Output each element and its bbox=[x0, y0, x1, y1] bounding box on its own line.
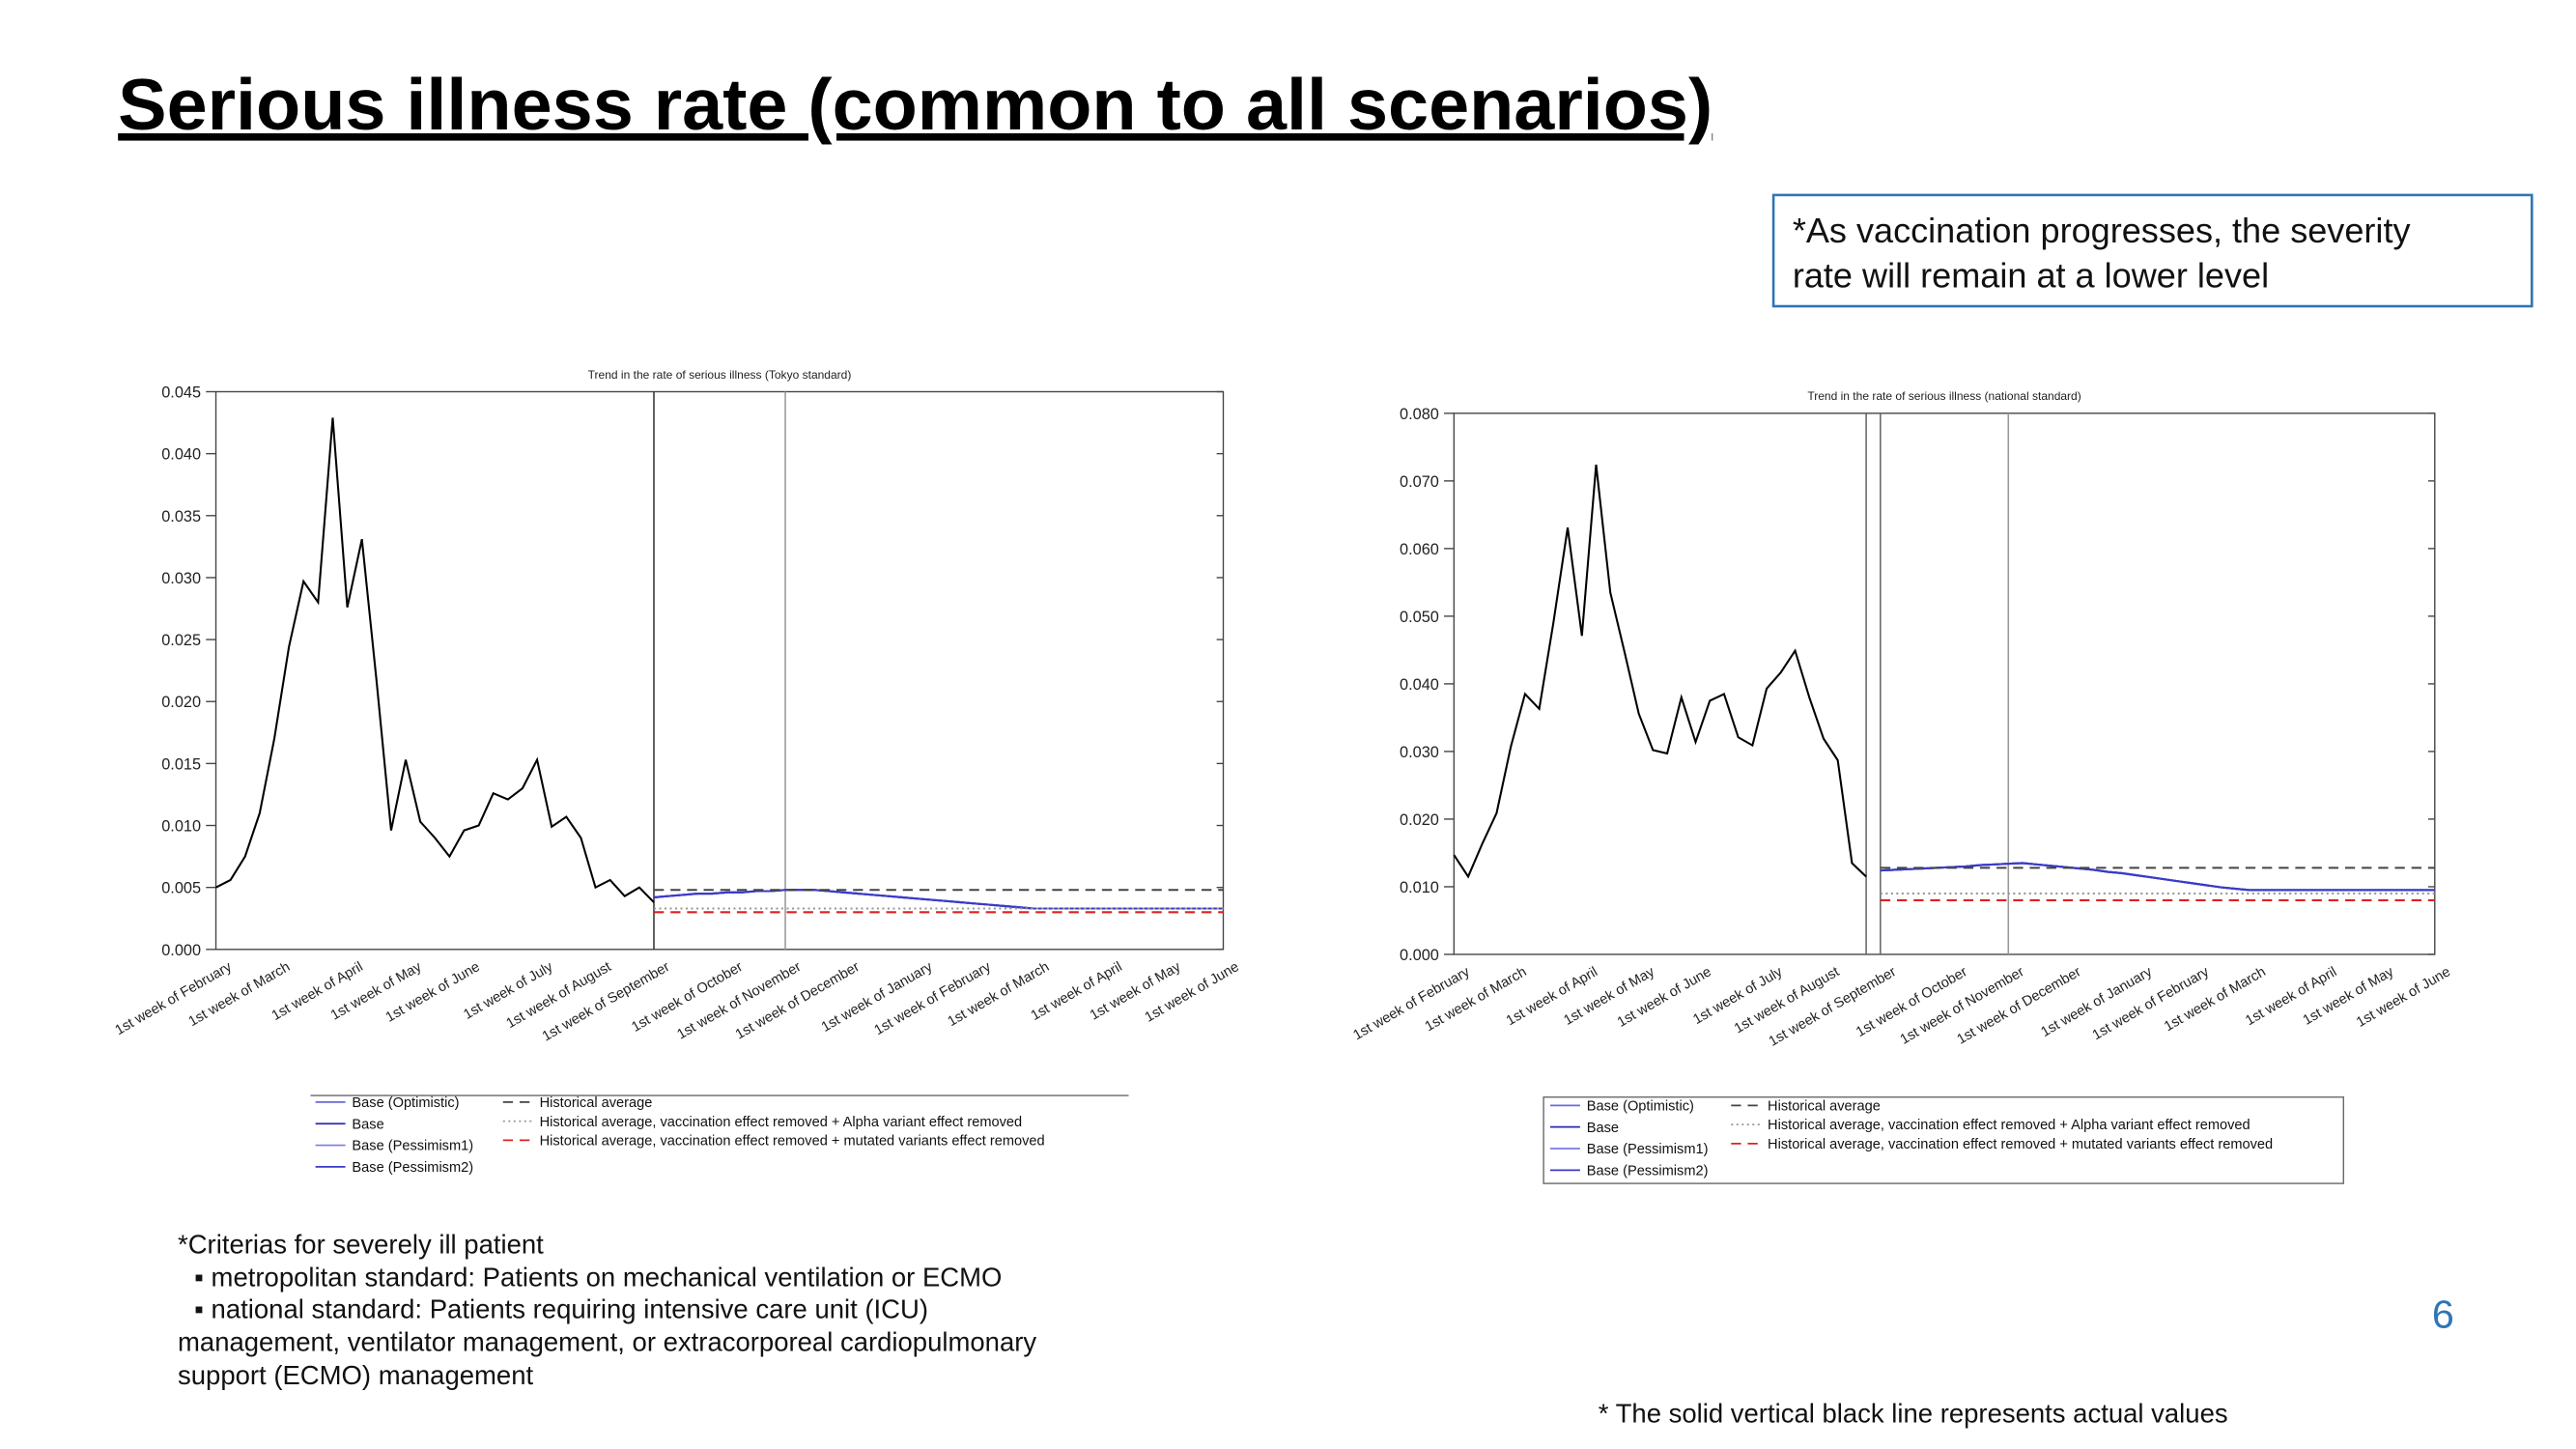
y-tick-label: 0.025 bbox=[161, 632, 201, 649]
legend-label: Historical average, vaccination effect r… bbox=[540, 1134, 1045, 1150]
legend-label: Historical average, vaccination effect r… bbox=[1768, 1137, 2273, 1152]
y-tick-label: 0.020 bbox=[1400, 811, 1439, 829]
legend-label: Base (Pessimism1) bbox=[352, 1139, 473, 1154]
legend-label: Historical average bbox=[1768, 1098, 1881, 1114]
y-tick-label: 0.040 bbox=[161, 446, 201, 464]
y-tick-label: 0.080 bbox=[1400, 406, 1439, 423]
note-box bbox=[1771, 193, 2534, 308]
page-number: 6 bbox=[2432, 1293, 2454, 1337]
legend-label: Base (Pessimism2) bbox=[1587, 1163, 1709, 1179]
criteria-item: ▪ national standard: Patients requiring … bbox=[194, 1293, 928, 1323]
y-tick-label: 0.000 bbox=[1400, 947, 1439, 964]
legend-label: Historical average, vaccination effect r… bbox=[540, 1115, 1023, 1130]
legend-label: Base bbox=[1587, 1121, 1619, 1136]
legend-label: Historical average, vaccination effect r… bbox=[1768, 1118, 2250, 1133]
y-tick-label: 0.060 bbox=[1400, 541, 1439, 558]
legend-label: Historical average bbox=[540, 1095, 653, 1111]
chart-title: Trend in the rate of serious illness (na… bbox=[1807, 389, 2081, 403]
note-line: rate will remain at a lower level bbox=[1793, 255, 2269, 295]
criteria-text: support (ECMO) management bbox=[178, 1360, 533, 1390]
y-tick-label: 0.010 bbox=[161, 818, 201, 836]
series-line bbox=[1880, 862, 2435, 892]
chart-title: Trend in the rate of serious illness (To… bbox=[588, 368, 852, 382]
criteria-text: management, ventilator management, or ex… bbox=[178, 1327, 1036, 1357]
footnote: * The solid vertical black line represen… bbox=[1599, 1399, 2228, 1429]
y-tick-label: 0.045 bbox=[161, 384, 201, 402]
y-tick-label: 0.070 bbox=[1400, 473, 1439, 491]
y-tick-label: 0.035 bbox=[161, 508, 201, 526]
series-line bbox=[1453, 464, 1867, 879]
note-line: *As vaccination progresses, the severity bbox=[1793, 211, 2411, 250]
legend-label: Base bbox=[352, 1117, 383, 1132]
slide-title: Serious illness rate (common to all scen… bbox=[118, 65, 1713, 146]
y-tick-label: 0.020 bbox=[161, 694, 201, 711]
y-tick-label: 0.000 bbox=[161, 942, 201, 959]
criteria-item: ▪ metropolitan standard: Patients on mec… bbox=[194, 1263, 1002, 1293]
plot-frame bbox=[214, 390, 1225, 951]
legend-box bbox=[1543, 1096, 2344, 1184]
y-tick-label: 0.050 bbox=[1400, 609, 1439, 626]
y-tick-label: 0.030 bbox=[1400, 744, 1439, 761]
legend-label: Base (Optimistic) bbox=[352, 1095, 459, 1111]
legend-label: Base (Pessimism2) bbox=[352, 1160, 473, 1176]
y-tick-label: 0.010 bbox=[1400, 879, 1439, 896]
legend-label: Base (Optimistic) bbox=[1587, 1098, 1694, 1114]
y-tick-label: 0.005 bbox=[161, 880, 201, 897]
y-tick-label: 0.040 bbox=[1400, 676, 1439, 694]
legend-label: Base (Pessimism1) bbox=[1587, 1142, 1709, 1157]
y-tick-label: 0.015 bbox=[161, 755, 201, 773]
series-line bbox=[215, 417, 655, 903]
criteria-heading: *Criterias for severely ill patient bbox=[178, 1229, 544, 1259]
y-tick-label: 0.030 bbox=[161, 570, 201, 587]
